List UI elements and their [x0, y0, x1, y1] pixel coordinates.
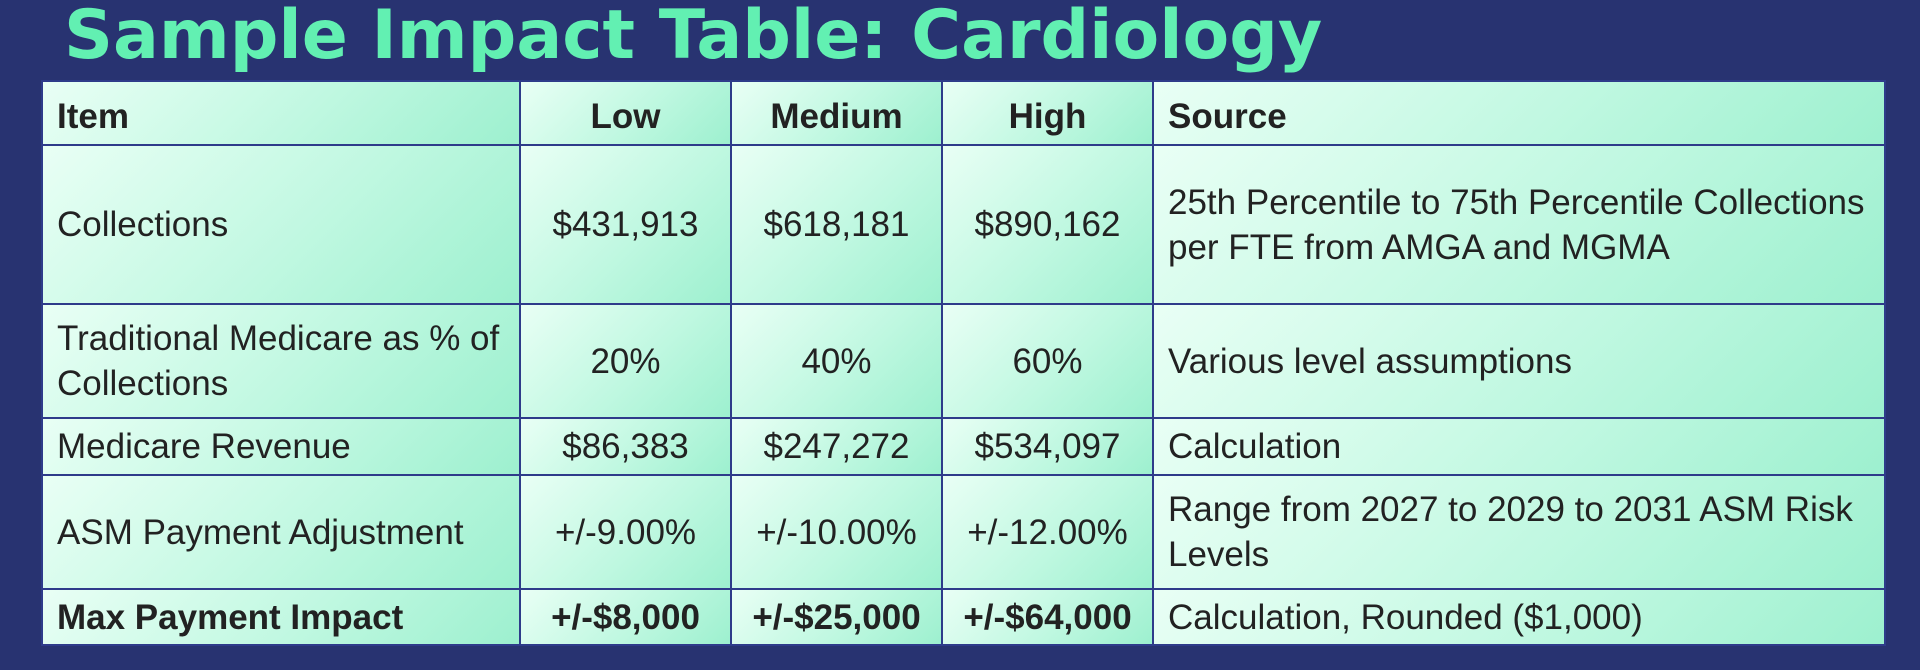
row-high: +/-$64,000	[941, 588, 1154, 646]
row-high: +/-12.00%	[941, 474, 1154, 590]
row-source: 25th Percentile to 75th Percentile Colle…	[1152, 144, 1886, 305]
table-row: ASM Payment Adjustment +/-9.00% +/-10.00…	[41, 474, 1886, 590]
header-medium: Medium	[730, 80, 943, 146]
row-item: ASM Payment Adjustment	[41, 474, 521, 590]
header-source: Source	[1152, 80, 1886, 146]
row-low: $86,383	[519, 417, 732, 476]
row-item: Collections	[41, 144, 521, 305]
header-high: High	[941, 80, 1154, 146]
row-source: Calculation	[1152, 417, 1886, 476]
row-medium: $247,272	[730, 417, 943, 476]
row-item: Medicare Revenue	[41, 417, 521, 476]
header-low: Low	[519, 80, 732, 146]
table-row: Medicare Revenue $86,383 $247,272 $534,0…	[41, 417, 1886, 476]
row-high: 60%	[941, 303, 1154, 419]
header-row: Item Low Medium High Source	[41, 80, 1886, 146]
impact-table: Item Low Medium High Source Collections …	[41, 80, 1886, 646]
table-row: Max Payment Impact +/-$8,000 +/-$25,000 …	[41, 588, 1886, 646]
row-medium: +/-10.00%	[730, 474, 943, 590]
row-item: Max Payment Impact	[41, 588, 521, 646]
row-source: Range from 2027 to 2029 to 2031 ASM Risk…	[1152, 474, 1886, 590]
row-source: Calculation, Rounded ($1,000)	[1152, 588, 1886, 646]
row-source: Various level assumptions	[1152, 303, 1886, 419]
row-medium: +/-$25,000	[730, 588, 943, 646]
row-item: Traditional Medicare as % of Collections	[41, 303, 521, 419]
row-medium: $618,181	[730, 144, 943, 305]
row-low: +/-$8,000	[519, 588, 732, 646]
page-title: Sample Impact Table: Cardiology	[64, 0, 1323, 75]
table-row: Collections $431,913 $618,181 $890,162 2…	[41, 144, 1886, 305]
table-row: Traditional Medicare as % of Collections…	[41, 303, 1886, 419]
row-medium: 40%	[730, 303, 943, 419]
header-item: Item	[41, 80, 521, 146]
row-low: $431,913	[519, 144, 732, 305]
row-low: 20%	[519, 303, 732, 419]
row-high: $890,162	[941, 144, 1154, 305]
row-low: +/-9.00%	[519, 474, 732, 590]
row-high: $534,097	[941, 417, 1154, 476]
